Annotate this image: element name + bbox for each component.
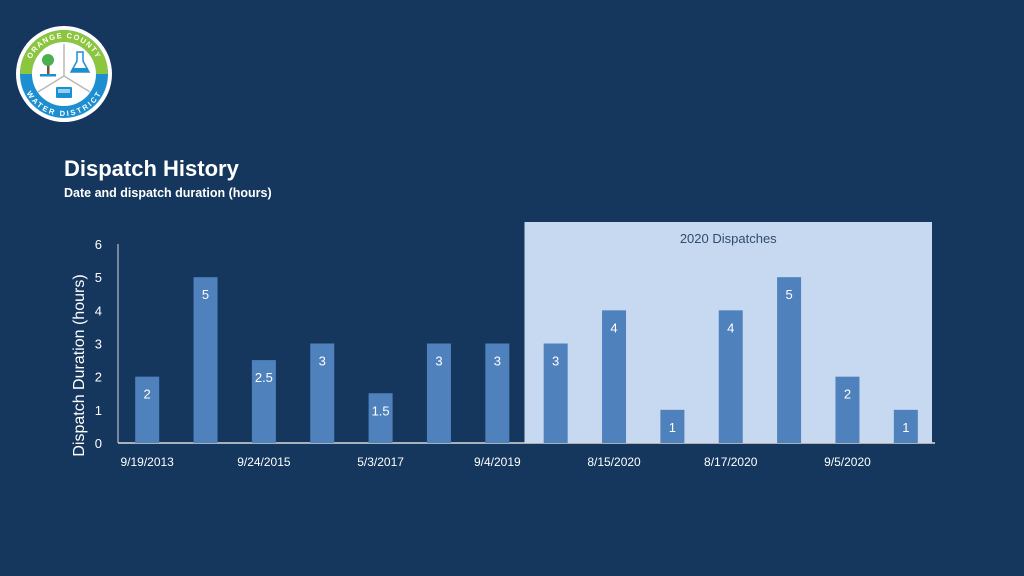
bar-data-label: 1.5 <box>372 403 390 418</box>
bar-data-label: 4 <box>610 320 617 335</box>
x-tick-label: 5/3/2017 <box>357 455 404 469</box>
bar <box>777 277 802 443</box>
bar <box>543 343 568 443</box>
bar <box>251 360 276 443</box>
bar <box>660 409 685 443</box>
x-tick-label: 9/24/2015 <box>237 455 291 469</box>
bar-data-label: 2 <box>844 387 851 402</box>
y-tick-label: 2 <box>95 370 102 385</box>
bar <box>602 310 627 443</box>
bar-data-label: 1 <box>902 420 909 435</box>
bar-data-label: 5 <box>785 287 792 302</box>
bar-data-label: 2.5 <box>255 370 273 385</box>
water-tank-icon <box>56 87 72 98</box>
x-tick-label: 8/15/2020 <box>587 455 641 469</box>
x-tick-label: 9/19/2013 <box>120 455 174 469</box>
bar-data-label: 3 <box>494 354 501 369</box>
flask-icon <box>69 51 91 73</box>
bar <box>485 343 510 443</box>
y-tick-label: 4 <box>95 303 102 318</box>
bar <box>426 343 451 443</box>
bar <box>718 310 743 443</box>
bar <box>193 277 218 443</box>
y-axis-title: Dispatch Duration (hours) <box>71 274 88 456</box>
bar-data-label: 3 <box>435 354 442 369</box>
bar <box>835 376 860 443</box>
bar <box>310 343 335 443</box>
x-tick-label: 9/5/2020 <box>824 455 871 469</box>
bar-data-label: 2 <box>144 387 151 402</box>
bar-data-label: 5 <box>202 287 209 302</box>
tree-icon <box>40 54 56 77</box>
bar-data-label: 1 <box>669 420 676 435</box>
bar-data-label: 3 <box>552 354 559 369</box>
highlight-panel-label: 2020 Dispatches <box>680 231 777 246</box>
bar-data-label: 3 <box>319 354 326 369</box>
x-tick-label: 9/4/2019 <box>474 455 521 469</box>
page-title: Dispatch History <box>64 156 239 181</box>
bar <box>893 409 918 443</box>
y-tick-label: 0 <box>95 436 102 451</box>
x-tick-label: 8/17/2020 <box>704 455 758 469</box>
bar-data-label: 4 <box>727 320 734 335</box>
orange-county-water-district-logo: ORANGE COUNTY WATER DISTRICT <box>16 26 112 122</box>
y-tick-label: 3 <box>95 337 102 352</box>
bar <box>368 393 393 443</box>
y-tick-label: 6 <box>95 237 102 252</box>
y-tick-label: 5 <box>95 270 102 285</box>
page-subtitle: Date and dispatch duration (hours) <box>64 186 272 200</box>
y-tick-label: 1 <box>95 403 102 418</box>
bar <box>135 376 160 443</box>
